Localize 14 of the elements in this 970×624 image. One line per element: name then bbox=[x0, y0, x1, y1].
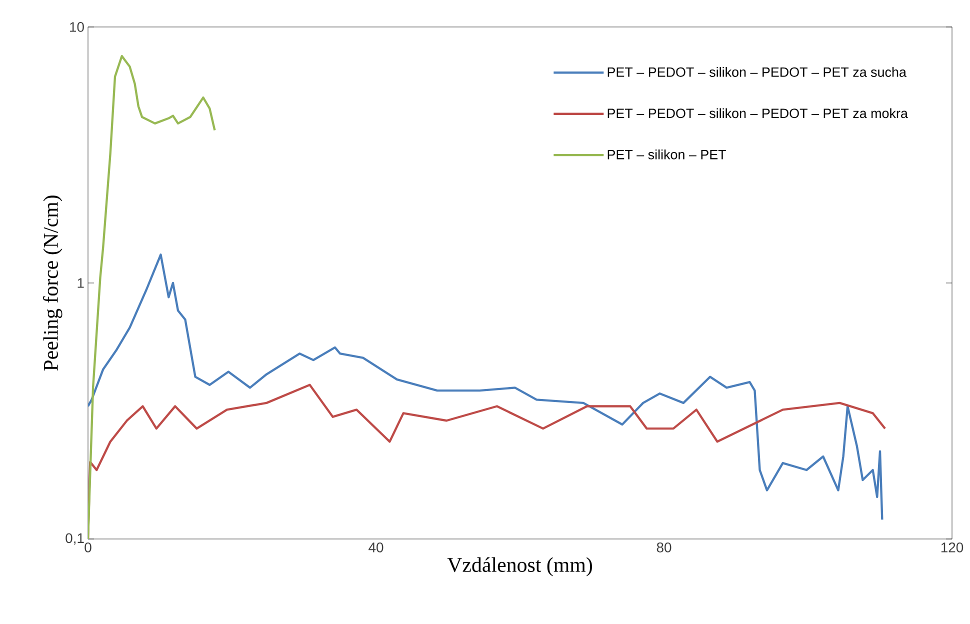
legend-label: PET – PEDOT – silikon – PEDOT – PET za sucha bbox=[608, 67, 906, 77]
y-tick-label: 0,1 bbox=[66, 533, 84, 545]
legend-label: PET – silikon – PET bbox=[608, 149, 726, 160]
legend-label: PET – PEDOT – silikon – PEDOT – PET za mokra bbox=[608, 108, 908, 118]
line-series bbox=[88, 54, 216, 539]
line-series bbox=[88, 254, 884, 521]
x-axis-title: Vzdálenost (mm) bbox=[447, 557, 592, 576]
y-tick-label: 1 bbox=[78, 278, 84, 288]
x-tick-label: 120 bbox=[941, 542, 964, 552]
x-tick-label: 40 bbox=[368, 542, 384, 552]
y-axis-title: Peeling force (N/cm) bbox=[43, 196, 62, 371]
y-tick-label: 10 bbox=[70, 22, 84, 32]
x-tick-label: 0 bbox=[84, 542, 92, 552]
x-tick-label: 80 bbox=[656, 542, 672, 552]
